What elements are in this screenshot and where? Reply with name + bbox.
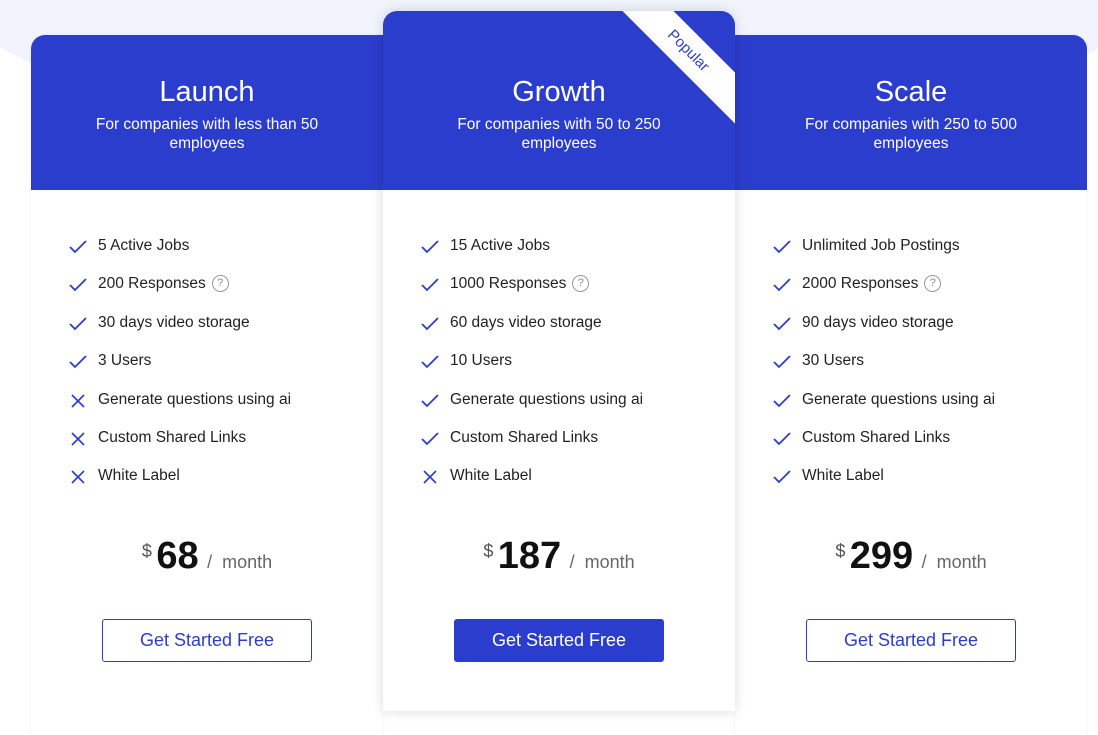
feature-text: 30 days video storage [98,313,250,331]
feature-text: 1000 Responses [450,275,567,293]
feature-text: Custom Shared Links [450,428,599,446]
feature-item: 60 days video storage [420,314,643,352]
plan-card-launch: Launch For companies with less than 50 e… [31,35,383,735]
feature-item: 1000 Responses? [420,275,643,313]
get-started-button[interactable]: Get Started Free [102,619,312,662]
check-icon [772,275,792,295]
feature-item: 3 Users [68,352,291,390]
feature-text: Generate questions using ai [450,390,644,408]
feature-item: Custom Shared Links [420,429,643,467]
help-icon[interactable]: ? [924,275,942,293]
check-icon [68,237,88,257]
feature-item: 2000 Responses? [772,275,995,313]
price: $ 299 / month [735,535,1087,578]
feature-text: 2000 Responses [802,275,919,293]
price-amount: 299 [849,535,914,577]
cross-icon [420,467,440,487]
feature-text: Unlimited Job Postings [802,237,960,254]
feature-list: Unlimited Job Postings 2000 Responses? 90 … [772,237,995,506]
currency: $ [141,541,152,561]
feature-item: 30 Users [772,352,995,390]
feature-text: Custom Shared Links [802,428,951,446]
feature-text: Generate questions using ai [802,390,996,408]
feature-item: 5 Active Jobs [68,237,291,275]
feature-text: 3 Users [98,352,152,370]
feature-text: 5 Active Jobs [98,237,190,254]
check-icon [68,275,88,295]
currency: $ [835,541,846,561]
feature-item: 10 Users [420,352,643,390]
feature-text: 10 Users [450,352,513,370]
feature-item: 30 days video storage [68,314,291,352]
check-icon [772,429,792,449]
feature-list: 5 Active Jobs 200 Responses? 30 days video… [68,237,291,506]
check-icon [420,352,440,372]
feature-item: Generate questions using ai [420,391,643,429]
feature-text: White Label [98,467,180,485]
feature-item: 90 days video storage [772,314,995,352]
feature-item: Generate questions using ai [772,391,995,429]
cross-icon [68,391,88,411]
check-icon [420,314,440,334]
check-icon [772,391,792,411]
feature-item: White Label [420,467,643,505]
feature-item: Custom Shared Links [772,429,995,467]
plan-subtitle: For companies with 50 to 250 employees [457,116,661,152]
check-icon [420,275,440,295]
feature-item: White Label [772,467,995,505]
feature-text: 90 days video storage [802,313,954,331]
plan-card-growth: Growth For companies with 50 to 250 empl… [383,11,735,711]
currency: $ [483,541,494,561]
help-icon[interactable]: ? [572,275,590,293]
feature-item: White Label [68,467,291,505]
price: $ 187 / month [383,535,735,578]
feature-text: Generate questions using ai [98,390,292,408]
check-icon [772,314,792,334]
check-icon [772,467,792,487]
price: $ 68 / month [31,535,383,578]
feature-item: 200 Responses? [68,275,291,313]
feature-text: Custom Shared Links [98,428,247,446]
feature-item: Generate questions using ai [68,391,291,429]
feature-text: White Label [450,467,532,485]
plan-header: Launch For companies with less than 50 e… [31,35,383,190]
feature-text: White Label [802,467,884,485]
help-icon[interactable]: ? [211,275,229,293]
get-started-button[interactable]: Get Started Free [454,619,664,662]
plan-subtitle: For companies with 250 to 500 employees [805,116,1017,152]
plan-title: Scale [874,76,948,108]
cross-icon [68,467,88,487]
feature-item: 15 Active Jobs [420,237,643,275]
check-icon [420,429,440,449]
check-icon [68,314,88,334]
plan-header: Scale For companies with 250 to 500 empl… [735,35,1087,190]
feature-item: Custom Shared Links [68,429,291,467]
price-period: / month [569,552,635,572]
feature-list: 15 Active Jobs 1000 Responses? 60 days vid… [420,237,643,506]
check-icon [772,237,792,257]
check-icon [68,352,88,372]
price-amount: 68 [156,535,199,577]
feature-text: 200 Responses [98,275,206,293]
price-period: / month [921,552,987,572]
cross-icon [68,429,88,449]
feature-text: 15 Active Jobs [450,237,550,254]
plan-card-scale: Scale For companies with 250 to 500 empl… [735,35,1087,735]
check-icon [420,237,440,257]
plan-subtitle: For companies with less than 50 employee… [95,116,319,152]
feature-text: 30 Users [802,352,865,370]
price-period: / month [207,552,273,572]
get-started-button[interactable]: Get Started Free [806,619,1016,662]
feature-item: Unlimited Job Postings [772,237,995,275]
plan-header: Growth For companies with 50 to 250 empl… [383,11,735,190]
feature-text: 60 days video storage [450,313,602,331]
plan-title: Launch [159,76,255,108]
plan-title: Growth [512,76,606,108]
check-icon [772,352,792,372]
price-amount: 187 [497,535,562,577]
check-icon [420,391,440,411]
